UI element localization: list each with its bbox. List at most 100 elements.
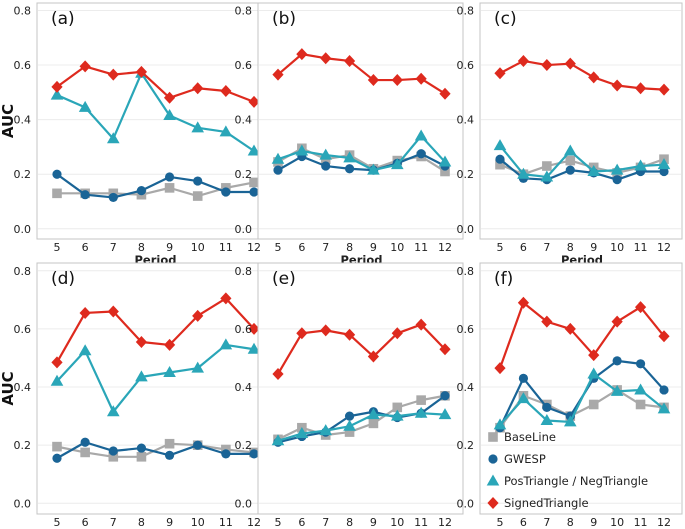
data-point — [587, 367, 601, 379]
data-point — [439, 343, 451, 356]
x-tick-label: 10 — [390, 516, 404, 529]
data-point — [564, 322, 576, 335]
series-signedtriangle — [51, 60, 260, 108]
x-tick-label: 11 — [634, 241, 648, 254]
x-tick-label: 11 — [414, 516, 428, 529]
y-tick-label: 0.2 — [457, 439, 475, 452]
data-point — [52, 188, 62, 199]
data-point — [136, 443, 147, 453]
data-point — [78, 100, 92, 112]
data-point — [52, 453, 62, 463]
data-point — [220, 84, 232, 97]
data-point — [343, 328, 356, 341]
y-tick-label: 0.8 — [14, 265, 32, 278]
legend-marker — [488, 454, 498, 464]
x-tick-label: 10 — [191, 516, 205, 529]
data-point — [657, 158, 671, 170]
data-point — [611, 315, 623, 328]
data-point — [321, 161, 331, 171]
x-tick-label: 11 — [634, 516, 648, 529]
data-point — [192, 191, 203, 201]
x-tick-label: 7 — [543, 241, 550, 254]
series-signedtriangle — [51, 292, 260, 369]
y-tick-label: 0.4 — [14, 381, 32, 394]
series-signedtriangle — [272, 48, 451, 100]
data-point — [611, 79, 623, 92]
data-point — [634, 383, 647, 395]
data-point — [248, 322, 260, 335]
data-point — [517, 167, 530, 179]
x-tick-label: 6 — [520, 516, 527, 529]
data-point — [249, 449, 259, 459]
data-point — [51, 356, 63, 369]
y-tick-label: 0.6 — [14, 323, 32, 336]
panel-label: (e) — [272, 269, 296, 289]
y-tick-label: 0.2 — [14, 439, 32, 452]
data-point — [438, 155, 452, 167]
legend-label: BaseLine — [504, 430, 556, 444]
data-point — [80, 190, 90, 200]
data-point — [108, 192, 118, 203]
y-tick-label: 0.6 — [235, 323, 253, 336]
data-point — [565, 165, 575, 175]
data-point — [440, 166, 450, 177]
y-tick-label: 0.0 — [235, 223, 253, 236]
data-point — [135, 336, 148, 349]
data-point — [51, 80, 63, 93]
data-point — [344, 411, 355, 421]
data-point — [50, 374, 64, 386]
x-tick-label: 11 — [219, 241, 233, 254]
x-tick-label: 6 — [82, 241, 89, 254]
x-tick-label: 8 — [346, 516, 353, 529]
data-point — [542, 161, 552, 171]
x-tick-label: 5 — [275, 241, 282, 254]
panel-label: (d) — [51, 269, 75, 289]
data-point — [106, 405, 120, 417]
y-tick-label: 0.8 — [235, 265, 253, 278]
legend-marker — [488, 432, 498, 442]
data-point — [296, 48, 308, 61]
x-tick-label: 7 — [110, 241, 117, 254]
data-point — [414, 129, 428, 141]
data-point — [659, 385, 669, 395]
data-point — [164, 438, 175, 449]
series-signedtriangle — [494, 296, 670, 375]
data-point — [635, 399, 646, 410]
data-point — [295, 427, 309, 439]
data-point — [517, 392, 530, 404]
y-tick-label: 0.0 — [457, 497, 475, 510]
plot-area — [479, 262, 683, 515]
data-point — [193, 440, 203, 450]
data-point — [517, 54, 530, 67]
data-point — [634, 301, 647, 314]
data-point — [415, 72, 427, 85]
panel-label: (a) — [51, 9, 75, 29]
legend-label: GWESP — [504, 452, 546, 466]
series-postriangle-negtriangle — [493, 139, 671, 182]
data-point — [540, 413, 554, 425]
data-point — [494, 362, 506, 375]
y-tick-label: 0.0 — [14, 223, 32, 236]
data-point — [657, 402, 671, 414]
data-point — [391, 327, 403, 340]
y-tick-label: 0.2 — [235, 168, 253, 181]
data-point — [52, 441, 62, 452]
x-tick-label: 10 — [610, 516, 624, 529]
data-point — [135, 370, 148, 382]
data-point — [273, 165, 283, 175]
x-tick-label: 9 — [166, 241, 173, 254]
data-point — [193, 176, 203, 186]
data-point — [610, 163, 624, 175]
x-tick-label: 5 — [275, 516, 282, 529]
data-point — [135, 65, 148, 78]
data-point — [344, 427, 355, 437]
x-tick-label: 12 — [657, 241, 671, 254]
series-postriangle-negtriangle — [50, 66, 261, 156]
x-tick-label: 8 — [138, 516, 145, 529]
series-postriangle-negtriangle — [493, 367, 671, 430]
x-tick-label: 12 — [657, 516, 671, 529]
data-point — [541, 315, 553, 328]
data-point — [296, 327, 308, 340]
